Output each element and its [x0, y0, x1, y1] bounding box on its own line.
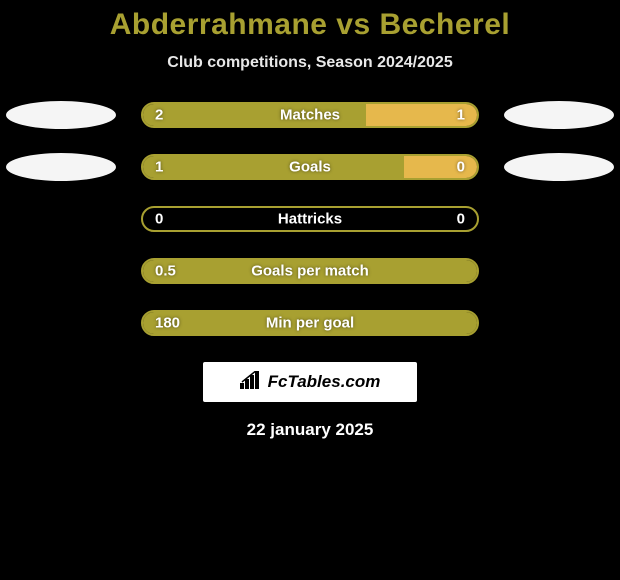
left-value: 0 [155, 211, 163, 228]
chart-rows: 2 1 Matches 1 0 Goals 0 0 Hattricks 0.5 Goals per … [0, 102, 620, 336]
stat-label: Goals [289, 159, 331, 176]
source-badge: FcTables.com [203, 362, 417, 402]
player-ellipse-right [504, 153, 614, 181]
player-ellipse-left [6, 153, 116, 181]
stat-bar: 0 0 Hattricks [141, 206, 479, 232]
stat-bar: 180 Min per goal [141, 310, 479, 336]
left-value: 2 [155, 107, 163, 124]
date-label: 22 january 2025 [0, 420, 620, 440]
stat-label: Min per goal [266, 315, 354, 332]
chart-row: 0.5 Goals per match [0, 258, 620, 284]
bar-right-fill [404, 156, 477, 178]
chart-row: 1 0 Goals [0, 154, 620, 180]
right-value: 1 [457, 107, 465, 124]
right-value: 0 [457, 159, 465, 176]
badge-label: FcTables.com [268, 372, 381, 392]
page-subtitle: Club competitions, Season 2024/2025 [0, 54, 620, 72]
stat-bar: 1 0 Goals [141, 154, 479, 180]
stat-label: Matches [280, 107, 340, 124]
chart-container: Abderrahmane vs Becherel Club competitio… [0, 0, 620, 440]
page-title: Abderrahmane vs Becherel [0, 8, 620, 42]
stat-bar: 2 1 Matches [141, 102, 479, 128]
stat-label: Hattricks [278, 211, 342, 228]
bar-left-fill [143, 156, 404, 178]
chart-row: 2 1 Matches [0, 102, 620, 128]
stat-bar: 0.5 Goals per match [141, 258, 479, 284]
left-value: 0.5 [155, 263, 176, 280]
stat-label: Goals per match [251, 263, 369, 280]
left-value: 1 [155, 159, 163, 176]
chart-row: 180 Min per goal [0, 310, 620, 336]
right-value: 0 [457, 211, 465, 228]
chart-icon [240, 371, 262, 394]
player-ellipse-right [504, 101, 614, 129]
player-ellipse-left [6, 101, 116, 129]
left-value: 180 [155, 315, 180, 332]
chart-row: 0 0 Hattricks [0, 206, 620, 232]
